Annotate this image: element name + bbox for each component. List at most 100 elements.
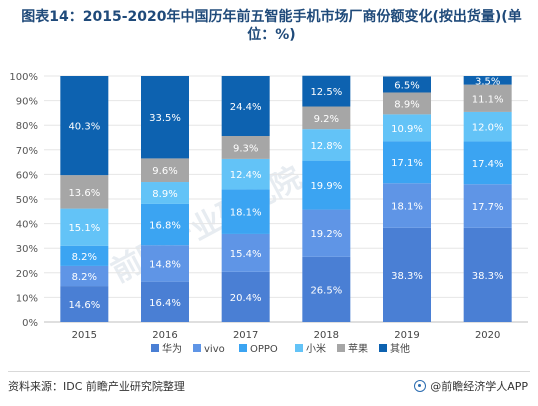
- bar-segment: [383, 227, 431, 322]
- data-label: 15.4%: [230, 249, 262, 260]
- data-label: 12.8%: [310, 141, 342, 152]
- data-label: 17.7%: [472, 202, 504, 213]
- data-label: 17.4%: [472, 159, 504, 170]
- data-label: 9.2%: [314, 114, 339, 125]
- y-tick-label: 20%: [16, 269, 38, 280]
- bar-segment: [302, 160, 351, 210]
- legend-swatch: [379, 344, 387, 352]
- bar-segment: [463, 227, 512, 322]
- bar-segment: [383, 76, 431, 93]
- x-tick-label: 2015: [72, 330, 97, 341]
- bar-segment: [221, 271, 270, 322]
- y-tick-label: 40%: [16, 220, 38, 231]
- bar-segment: [302, 129, 351, 161]
- y-tick-label: 100%: [9, 72, 38, 83]
- bar-segment: [221, 158, 270, 190]
- bar-segment: [60, 76, 109, 176]
- legend-entry: vivo: [204, 344, 225, 355]
- data-label: 6.5%: [394, 80, 419, 91]
- bar-segment: [141, 203, 189, 246]
- data-label: 16.4%: [149, 298, 181, 309]
- bar-segment: [383, 183, 431, 228]
- brand-text: @前瞻经济学人APP: [430, 380, 528, 393]
- y-tick-label: 0%: [22, 318, 38, 329]
- x-tick-label: 2019: [394, 330, 419, 341]
- y-tick-label: 80%: [16, 121, 38, 132]
- data-label: 14.6%: [68, 300, 100, 311]
- bar-segment: [141, 281, 189, 322]
- data-label: 12.5%: [310, 87, 342, 98]
- legend-swatch: [239, 344, 247, 352]
- bar-segment: [463, 111, 512, 142]
- data-label: 3.5%: [475, 76, 500, 87]
- footer-divider: [8, 371, 530, 372]
- x-tick-label: 2017: [233, 330, 258, 341]
- bar-segment: [463, 184, 512, 228]
- brand-credit: @前瞻经济学人APP: [414, 378, 528, 394]
- bar-segment: [302, 209, 351, 257]
- y-tick-label: 70%: [16, 146, 38, 157]
- bar-segment: [221, 76, 270, 137]
- legend-swatch: [151, 344, 159, 352]
- y-tick-label: 50%: [16, 195, 38, 206]
- data-label: 38.3%: [391, 271, 423, 282]
- data-label: 8.9%: [394, 99, 419, 110]
- bar-segment: [141, 245, 189, 282]
- data-label: 38.3%: [472, 271, 504, 282]
- data-label: 40.3%: [68, 122, 100, 133]
- bar-segment: [463, 141, 512, 185]
- bar-segment: [221, 136, 270, 159]
- x-tick-label: 2020: [475, 330, 500, 341]
- bar-segment: [60, 286, 109, 322]
- bar-segment: [141, 158, 189, 183]
- bar-segment: [60, 245, 109, 266]
- stacked-bar-chart: 0% 10% 20% 30% 40% 50% 60% 70% 80% 90% 100% 14.6% 8.…: [9, 72, 528, 355]
- legend-swatch: [193, 344, 201, 352]
- data-label: 13.6%: [68, 188, 100, 199]
- data-label: 12.0%: [472, 123, 504, 134]
- bar-segment: [383, 141, 431, 184]
- data-label: 19.9%: [310, 181, 342, 192]
- bar-segment: [60, 208, 109, 246]
- data-label: 11.1%: [472, 94, 504, 105]
- legend-entry: 苹果: [348, 342, 368, 355]
- data-label: 8.9%: [152, 189, 177, 200]
- data-label: 15.1%: [68, 223, 100, 234]
- bar-segment: [221, 233, 270, 272]
- legend-swatch: [337, 344, 345, 352]
- data-label: 10.9%: [391, 124, 423, 135]
- bar-segment: [141, 76, 189, 159]
- data-label: 18.1%: [391, 202, 423, 213]
- y-tick-label: 10%: [16, 293, 38, 304]
- bar-segment: [383, 92, 431, 115]
- brand-logo-icon: [414, 380, 427, 392]
- data-label: 8.2%: [72, 272, 97, 283]
- y-tick-label: 30%: [16, 244, 38, 255]
- legend-entry: 其他: [390, 342, 410, 355]
- data-label: 24.4%: [230, 102, 262, 113]
- bar-segment: [302, 256, 351, 322]
- bar-segment: [383, 114, 431, 142]
- source-note: 资料来源：IDC 前瞻产业研究院整理: [8, 380, 185, 393]
- x-tick-label: 2018: [314, 330, 339, 341]
- bar-segment: [141, 182, 189, 204]
- y-tick-label: 60%: [16, 170, 38, 181]
- bar-segment: [221, 189, 270, 234]
- data-label: 33.5%: [149, 113, 181, 124]
- data-label: 19.2%: [310, 229, 342, 240]
- bar-segment: [302, 106, 351, 130]
- data-label: 20.4%: [230, 293, 262, 304]
- bar-segment: [302, 75, 351, 107]
- data-label: 14.8%: [149, 259, 181, 270]
- data-label: 26.5%: [310, 285, 342, 296]
- legend-entry: 小米: [306, 342, 326, 355]
- bar-segment: [60, 265, 109, 287]
- data-label: 17.1%: [391, 158, 423, 169]
- data-label: 16.8%: [149, 221, 181, 232]
- chart-title: 图表14：2015-2020年中国历年前五智能手机市场厂商份额变化(按出货量)(…: [21, 9, 522, 43]
- data-label: 12.4%: [230, 170, 262, 181]
- bar-segment: [463, 84, 512, 112]
- data-label: 9.6%: [152, 166, 177, 177]
- legend-swatch: [295, 344, 303, 352]
- y-tick-label: 90%: [16, 97, 38, 108]
